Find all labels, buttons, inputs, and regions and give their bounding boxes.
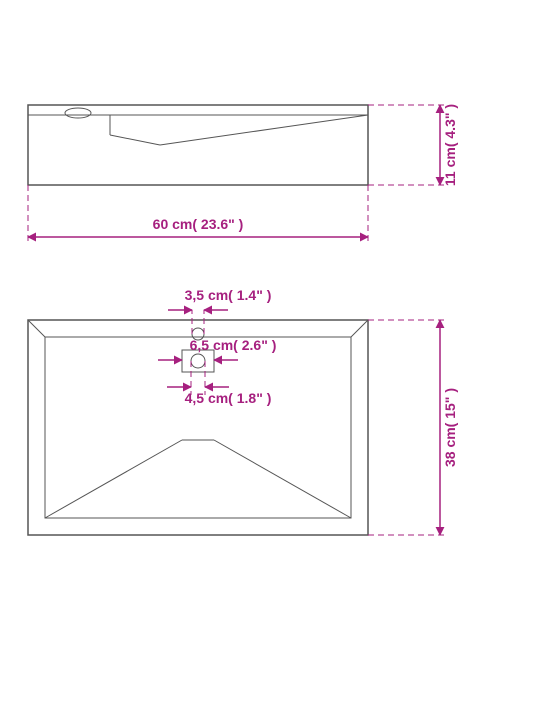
dim-label-height: 11 cm( 4.3" ) [442, 104, 458, 186]
top-drain-hole [191, 354, 205, 368]
dim-drain-w-65: 6,5 cm( 2.6" ) [158, 337, 276, 360]
dim-label-depth: 38 cm( 15" ) [442, 388, 458, 467]
side-outer-rect [28, 105, 368, 185]
dim-label-width: 60 cm( 23.6" ) [153, 216, 244, 232]
top-slope [214, 440, 351, 518]
top-diag [28, 320, 45, 337]
side-basin-edge-right [160, 115, 368, 145]
top-drain-box [182, 350, 214, 372]
top-slope [45, 440, 182, 518]
dim-label-drain-d: 4,5 cm( 1.8" ) [185, 390, 272, 406]
top-diag [351, 320, 368, 337]
top-inner-basin [45, 337, 351, 518]
side-tap-hole [65, 108, 91, 118]
dim-label-tap: 3,5 cm( 1.4" ) [185, 287, 272, 303]
dim-height-11: 11 cm( 4.3" ) [368, 104, 458, 186]
dim-width-60: 60 cm( 23.6" ) [28, 185, 368, 245]
dim-label-drain-w: 6,5 cm( 2.6" ) [190, 337, 277, 353]
side-view [28, 105, 368, 185]
dim-drain-d-45: 4,5 cm( 1.8" ) [167, 361, 271, 406]
dim-depth-38: 38 cm( 15" ) [368, 320, 458, 535]
side-basin-edge-left [110, 135, 160, 145]
dimension-drawing: 60 cm( 23.6" ) 11 cm( 4.3" ) 3,5 cm( 1.4… [0, 0, 540, 720]
dim-tap-35: 3,5 cm( 1.4" ) [168, 287, 271, 334]
